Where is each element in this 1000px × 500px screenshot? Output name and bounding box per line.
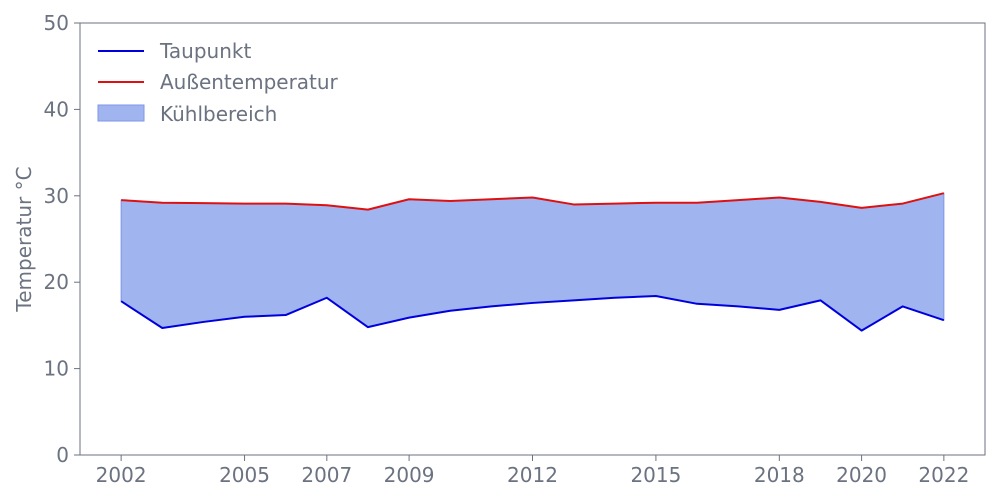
- cooling-band-layer: [120, 192, 945, 332]
- x-tick-label: 2022: [918, 463, 969, 487]
- legend: Taupunkt Außentemperatur Kühlbereich: [97, 39, 339, 126]
- legend-label-kuehlbereich: Kühlbereich: [160, 102, 277, 126]
- series-line-aussentemperatur: [121, 192, 945, 211]
- y-tick-label: 40: [44, 97, 69, 121]
- x-tick-label: 2009: [384, 463, 435, 487]
- legend-swatch-kuehlbereich: [97, 104, 145, 122]
- y-axis-title: Temperatur °C: [12, 166, 36, 312]
- y-tick-label: 20: [44, 270, 69, 294]
- x-tick-label: 2002: [96, 463, 147, 487]
- y-tick-label: 50: [44, 11, 69, 35]
- x-tick-label: 2005: [219, 463, 270, 487]
- y-tick-label: 0: [56, 443, 69, 467]
- x-tick-label: 2018: [754, 463, 805, 487]
- x-axis-ticks: 2002 2005 2007 2009 2012 2015 2018 2020 2022: [96, 455, 969, 487]
- y-axis-ticks: 0 10 20 30 40 50: [44, 11, 80, 467]
- series-line-taupunkt: [120, 295, 945, 332]
- x-tick-label: 2015: [630, 463, 681, 487]
- series-lines-layer: [120, 192, 945, 332]
- legend-label-aussentemperatur: Außentemperatur: [160, 70, 339, 94]
- x-tick-label: 2012: [507, 463, 558, 487]
- x-tick-label: 2020: [836, 463, 887, 487]
- y-tick-label: 10: [44, 357, 69, 381]
- cooling-band-area: [120, 192, 945, 332]
- x-tick-label: 2007: [301, 463, 352, 487]
- y-tick-label: 30: [44, 184, 69, 208]
- legend-label-taupunkt: Taupunkt: [159, 39, 251, 63]
